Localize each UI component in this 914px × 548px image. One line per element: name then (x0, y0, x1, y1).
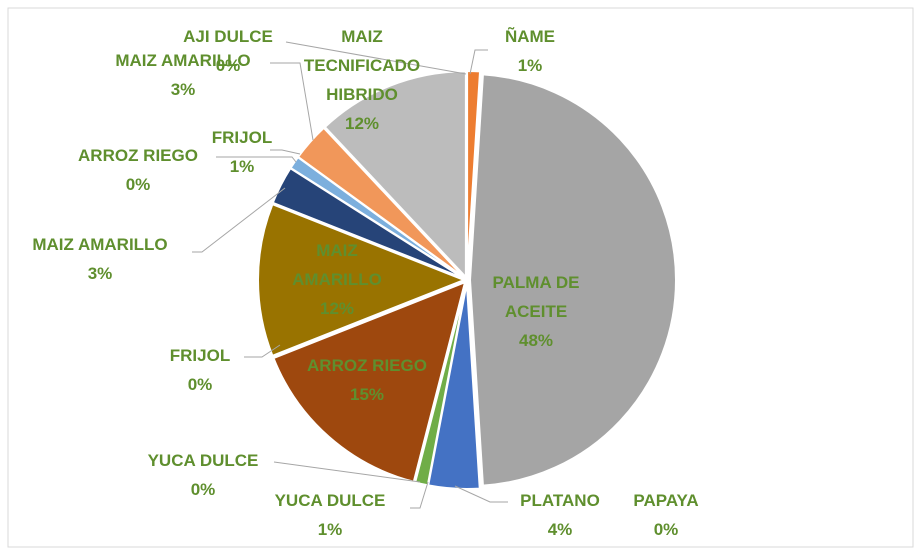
leader-line (216, 156, 297, 163)
category-label: YUCA DULCE (147, 451, 259, 470)
percent-label: 3% (87, 264, 113, 283)
pie-slice (468, 73, 678, 487)
data-label: MAIZ TECNIFICADO HIBRIDO 12% (287, 22, 437, 138)
data-label: PAPAYA 0% (621, 486, 711, 544)
leader-line (454, 485, 508, 503)
category-label: MAIZ TECNIFICADO HIBRIDO (303, 27, 421, 104)
pie-slice (257, 202, 467, 358)
leader-line (469, 49, 488, 75)
category-label: YUCA DULCE (274, 491, 386, 510)
percent-label: 0% (190, 480, 216, 499)
percent-label: 48% (518, 331, 554, 350)
percent-label: 0% (187, 375, 213, 394)
percent-label: 1% (517, 56, 543, 75)
data-label: ARROZ RIEGO 0% (63, 141, 213, 199)
pie-slice (466, 70, 482, 278)
category-label: PALMA DE ACEITE (492, 273, 580, 321)
data-label: YUCA DULCE 1% (255, 486, 405, 544)
data-label: ARROZ RIEGO 15% (287, 351, 447, 409)
data-label: PALMA DE ACEITE 48% (476, 268, 596, 355)
chart-frame (7, 7, 914, 548)
percent-label: 4% (547, 520, 573, 539)
data-label: FRIJOL 0% (160, 341, 240, 399)
category-label: PLATANO (520, 491, 600, 510)
category-label: AJI DULCE (183, 27, 273, 46)
leader-line (273, 461, 421, 483)
pie-slice (296, 126, 466, 279)
percent-label: 12% (319, 299, 355, 318)
pie-slice (323, 70, 467, 280)
data-label: MAIZ AMARILLO 3% (10, 230, 190, 288)
percent-label: 3% (170, 80, 196, 99)
category-label: MAIZ AMARILLO (32, 235, 168, 254)
percent-label: 15% (349, 385, 385, 404)
category-label: MAIZ AMARILLO (292, 241, 382, 289)
category-label: PAPAYA (633, 491, 699, 510)
data-label: PLATANO 4% (510, 486, 610, 544)
percent-label: 1% (229, 157, 255, 176)
data-label: AJI DULCE 0% (173, 22, 283, 80)
category-label: MAIZ AMARILLO (115, 51, 251, 70)
category-label: ÑAME (504, 27, 556, 46)
pie-slice (413, 282, 468, 487)
leader-line (285, 41, 467, 75)
percent-label: 0% (125, 175, 151, 194)
category-label: ARROZ RIEGO (307, 356, 427, 375)
category-label: FRIJOL (211, 128, 273, 147)
data-label: YUCA DULCE 0% (128, 446, 278, 504)
leader-line (270, 62, 314, 141)
data-label: MAIZ AMARILLO 12% (282, 236, 392, 323)
percent-label: 0% (653, 520, 679, 539)
data-label: ÑAME 1% (490, 22, 570, 80)
percent-label: 0% (215, 56, 241, 75)
percent-label: 1% (317, 520, 343, 539)
pie-slice (272, 280, 467, 483)
leader-line (192, 187, 286, 253)
category-label: ARROZ RIEGO (78, 146, 198, 165)
leader-line (410, 481, 429, 509)
data-label: MAIZ AMARILLO 3% (98, 46, 268, 104)
leader-line (270, 149, 301, 155)
category-label: FRIJOL (169, 346, 231, 365)
data-label: FRIJOL 1% (207, 123, 277, 181)
leader-line (244, 344, 281, 358)
percent-label: 12% (344, 114, 380, 133)
